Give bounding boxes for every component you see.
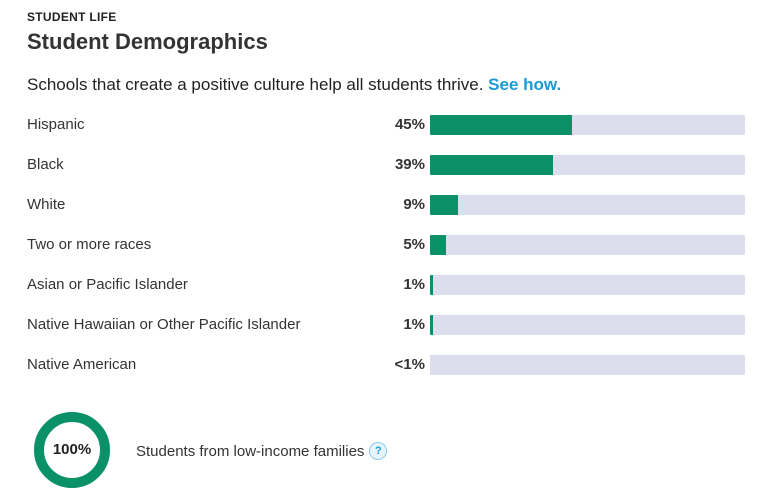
demographic-label: White xyxy=(27,196,66,213)
bar-fill xyxy=(430,315,433,335)
intro-text: Schools that create a positive culture h… xyxy=(27,75,561,95)
demographic-percent: 1% xyxy=(403,276,425,293)
section-eyebrow: STUDENT LIFE xyxy=(27,10,117,24)
bar-fill xyxy=(430,155,553,175)
demographic-percent: 9% xyxy=(403,196,425,213)
bar-fill xyxy=(430,115,572,135)
demographic-label: Asian or Pacific Islander xyxy=(27,276,188,293)
demographic-label: Black xyxy=(27,156,64,173)
donut-chart xyxy=(34,412,110,488)
demographic-label: Native Hawaiian or Other Pacific Islande… xyxy=(27,316,301,333)
question-icon[interactable]: ? xyxy=(369,442,388,461)
demographic-row: White 9% xyxy=(0,195,757,215)
demographic-row: Asian or Pacific Islander 1% xyxy=(0,275,757,295)
bar-track xyxy=(430,155,745,175)
demographic-percent: <1% xyxy=(394,356,425,373)
low-income-row: Students from low-income families? xyxy=(136,442,388,461)
demographic-label: Two or more races xyxy=(27,236,152,253)
bar-track xyxy=(430,315,745,335)
bar-track xyxy=(430,355,745,375)
demographic-row: Black 39% xyxy=(0,155,757,175)
demographic-percent: 45% xyxy=(394,116,425,133)
bar-track xyxy=(430,275,745,295)
bar-track xyxy=(430,115,745,135)
demographic-row: Native American <1% xyxy=(0,355,757,375)
bar-fill xyxy=(430,275,433,295)
intro-sentence: Schools that create a positive culture h… xyxy=(27,75,489,94)
bar-track xyxy=(430,235,745,255)
demographic-percent: 5% xyxy=(403,236,425,253)
see-how-link[interactable]: See how. xyxy=(488,75,562,94)
demographic-percent: 1% xyxy=(403,316,425,333)
demographic-row: Two or more races 5% xyxy=(0,235,757,255)
demographic-label: Hispanic xyxy=(27,116,85,133)
demographic-row: Native Hawaiian or Other Pacific Islande… xyxy=(0,315,757,335)
donut-arc xyxy=(34,412,110,488)
bar-track xyxy=(430,195,745,215)
low-income-donut: 100% xyxy=(32,410,112,490)
demographic-row: Hispanic 45% xyxy=(0,115,757,135)
low-income-label: Students from low-income families xyxy=(136,443,365,460)
bar-fill xyxy=(430,195,458,215)
demographic-label: Native American xyxy=(27,356,137,373)
bar-fill xyxy=(430,235,446,255)
demographic-percent: 39% xyxy=(394,156,425,173)
donut-percent: 100% xyxy=(52,441,92,458)
page-title: Student Demographics xyxy=(27,29,268,54)
